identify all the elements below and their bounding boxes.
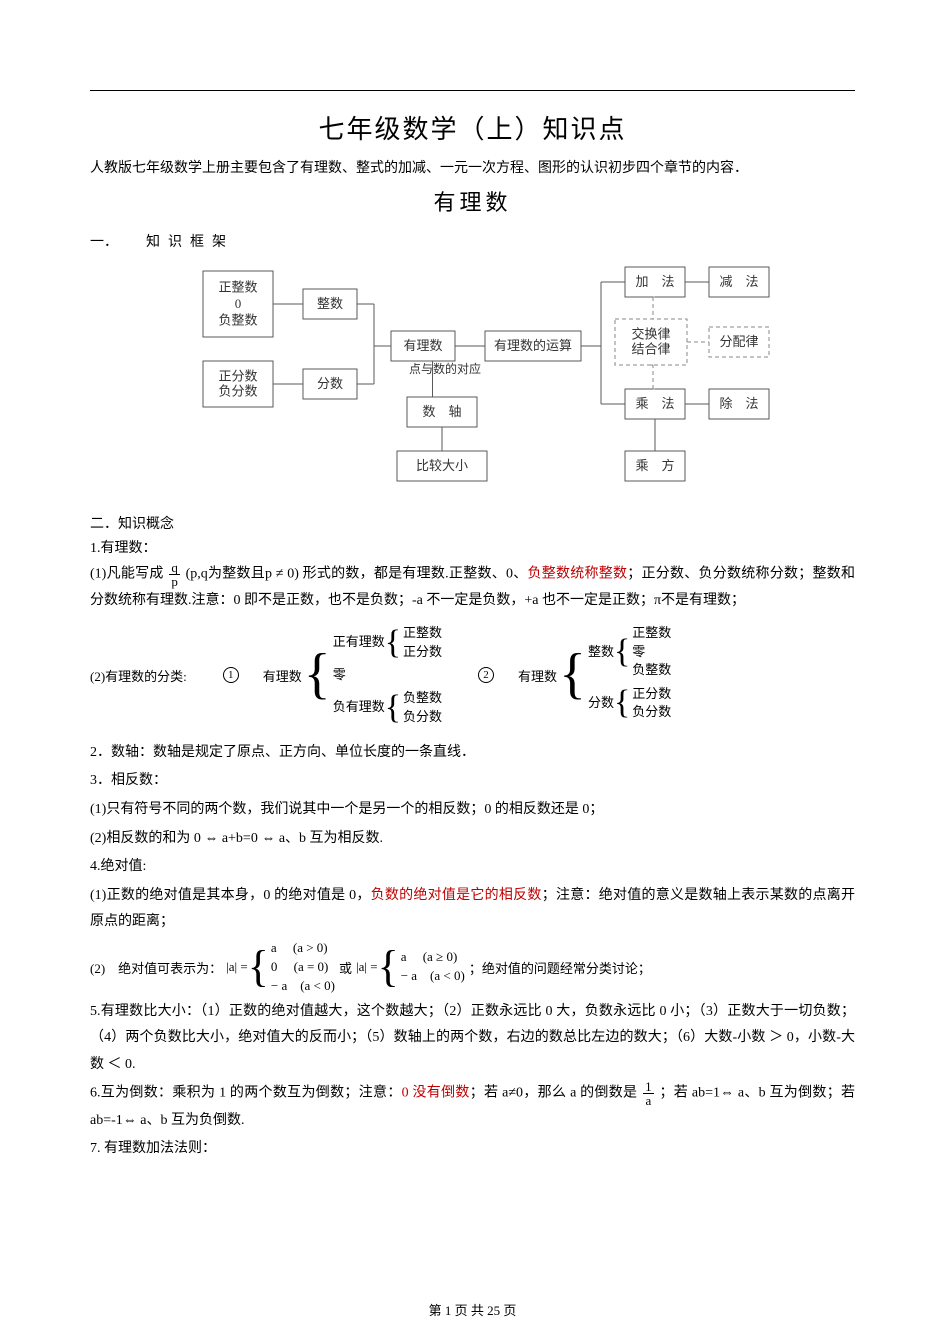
- svg-text:交换律: 交换律: [631, 326, 670, 341]
- section-1-heading: 一． 知识框架: [90, 231, 855, 251]
- svg-text:除 法: 除 法: [719, 396, 758, 411]
- k3-p1: (1)只有符号不同的两个数，我们说其中一个是另一个的相反数；0 的相反数还是 0…: [90, 797, 855, 824]
- svg-text:负整数: 负整数: [218, 312, 257, 327]
- k2: 2．数轴：数轴是规定了原点、正方向、单位长度的一条直线．: [90, 740, 855, 767]
- abs-or: 或: [339, 958, 352, 977]
- svg-text:0: 0: [234, 296, 241, 311]
- svg-text:负分数: 负分数: [218, 383, 257, 398]
- svg-text:数 轴: 数 轴: [422, 404, 461, 419]
- chapter-title: 有理数: [90, 185, 855, 217]
- frac-num-1a: 1: [643, 1080, 654, 1094]
- svg-text:有理数的运算: 有理数的运算: [493, 338, 571, 353]
- abs2-block: |a| ={a (a ≥ 0)− a (a < 0): [356, 949, 465, 985]
- page-title: 七年级数学（上）知识点: [90, 109, 855, 146]
- k1-paragraph-1: (1)凡能写成 q p (p,q为整数且p ≠ 0) 形式的数，都是有理数.正整…: [90, 561, 855, 615]
- k1-p1b: (p,q为整数且p ≠ 0) 形式的数，都是有理数.正整数、0、: [186, 566, 528, 581]
- k6-b: ；若 a≠0，那么 a 的倒数是: [470, 1086, 638, 1101]
- frac-den: p: [169, 575, 180, 588]
- k1-p1b-red: 负整数统称整数: [527, 566, 627, 581]
- circle-2: 2: [478, 667, 494, 683]
- page-footer: 第 1 页 共 25 页: [0, 1300, 945, 1319]
- svg-text:加 法: 加 法: [635, 274, 674, 289]
- k1-label: 1.有理数：: [90, 537, 855, 557]
- classification-2: 有理数{整数{正整数零负整数分数{正分数负分数: [518, 625, 671, 726]
- svg-text:乘 法: 乘 法: [635, 396, 674, 411]
- classification-1: 有理数{正有理数{正整数正分数零负有理数{负整数负分数: [263, 621, 442, 730]
- frac-den-1a: a: [643, 1094, 654, 1107]
- svg-text:正整数: 正整数: [218, 279, 257, 294]
- top-rule: [90, 90, 855, 91]
- svg-text:整数: 整数: [316, 296, 342, 311]
- k5: 5.有理数比大小：（1）正数的绝对值越大，这个数越大；（2）正数永远比 0 大，…: [90, 999, 855, 1079]
- k3-p2: (2)相反数的和为 0 ⇔ a+b=0 ⇔ a、b 互为相反数.: [90, 826, 855, 853]
- k6: 6.互为倒数：乘积为 1 的两个数互为倒数；注意：0 没有倒数；若 a≠0，那么…: [90, 1080, 855, 1134]
- section-1-number: 一．: [90, 235, 118, 250]
- svg-text:结合律: 结合律: [631, 341, 670, 356]
- svg-text:分数: 分数: [316, 376, 342, 391]
- svg-text:减 法: 减 法: [719, 274, 758, 289]
- abs3-block: |a| ={a (a > 0)0 (a = 0)− a (a < 0): [226, 940, 335, 995]
- svg-text:乘 方: 乘 方: [635, 458, 674, 473]
- svg-text:有理数: 有理数: [403, 338, 442, 353]
- circle-1: 1: [223, 667, 239, 683]
- k6-a: 6.互为倒数：乘积为 1 的两个数互为倒数；注意：: [90, 1086, 402, 1101]
- k4-p1-red: 负数的绝对值是它的相反数: [371, 888, 542, 903]
- fraction-q-over-p: q p: [169, 561, 180, 588]
- class-lead: (2)有理数的分类:: [90, 666, 187, 685]
- section-1-label: 知识框架: [146, 235, 234, 250]
- k4-label: 4.绝对值:: [90, 854, 855, 881]
- svg-text:点与数的对应: 点与数的对应: [409, 361, 481, 376]
- fraction-1-over-a: 1 a: [643, 1080, 654, 1107]
- classification-row: (2)有理数的分类: 1 有理数{正有理数{正整数正分数零负有理数{负整数负分数…: [90, 621, 855, 730]
- knowledge-framework-diagram: 正整数 0负整数 整数正分数负分数 分数 有理数 有理数的运算点与数的对应数 轴比较大小 加…: [90, 261, 855, 491]
- k1-p1a: (1)凡能写成: [90, 566, 164, 581]
- k6-red: 0 没有倒数: [402, 1086, 470, 1101]
- k4-p1a: (1)正数的绝对值是其本身，0 的绝对值是 0，: [90, 888, 371, 903]
- k4-p1: (1)正数的绝对值是其本身，0 的绝对值是 0，负数的绝对值是它的相反数；注意：…: [90, 883, 855, 936]
- framework-svg: 正整数 0负整数 整数正分数负分数 分数 有理数 有理数的运算点与数的对应数 轴比较大小 加…: [173, 261, 773, 491]
- k4-piecewise-row: (2) 绝对值可表示为： |a| ={a (a > 0)0 (a = 0)− a…: [90, 940, 855, 995]
- k3-label: 3．相反数：: [90, 768, 855, 795]
- k7: 7. 有理数加法法则：: [90, 1136, 855, 1163]
- svg-text:正分数: 正分数: [218, 368, 257, 383]
- frac-num: q: [169, 561, 180, 575]
- k4-p2-lead: (2) 绝对值可表示为：: [90, 958, 222, 977]
- svg-text:比较大小: 比较大小: [415, 458, 467, 473]
- intro-paragraph: 人教版七年级数学上册主要包含了有理数、整式的加减、一元一次方程、图形的认识初步四…: [90, 156, 855, 183]
- svg-text:分配律: 分配律: [719, 334, 758, 349]
- k4-p2-tail: ；绝对值的问题经常分类讨论；: [469, 958, 651, 977]
- document-page: 七年级数学（上）知识点 人教版七年级数学上册主要包含了有理数、整式的加减、一元一…: [0, 0, 945, 1337]
- section-2-heading: 二．知识概念: [90, 513, 855, 533]
